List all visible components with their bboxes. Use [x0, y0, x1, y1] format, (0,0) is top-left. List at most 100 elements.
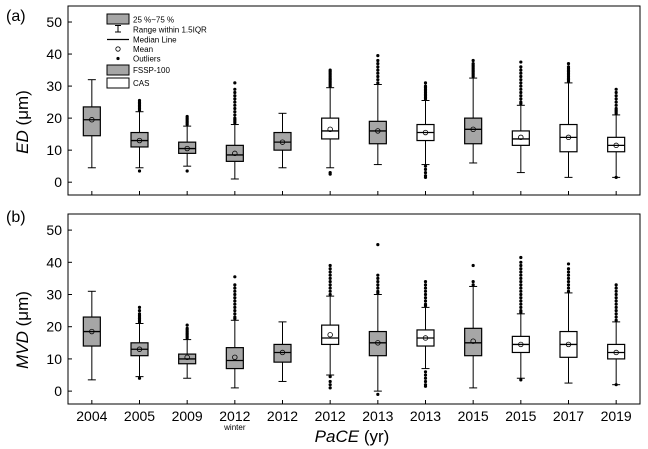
box-12	[608, 283, 625, 386]
outlier-point	[615, 290, 618, 293]
legend-outlier-label: Outliers	[133, 55, 161, 64]
x-category-label: 2015	[458, 408, 489, 424]
legend-item-mean: Mean	[116, 45, 153, 54]
legend-mean-glyph	[116, 47, 120, 51]
outlier-point	[615, 315, 618, 318]
y-tick-label: 0	[54, 174, 62, 190]
panel-b-label: (b)	[6, 209, 26, 226]
legend-fssp-label: FSSP-100	[133, 66, 170, 75]
outlier-point	[519, 78, 522, 81]
outlier-point	[138, 169, 141, 172]
outlier-point	[567, 274, 570, 277]
outlier-point	[424, 370, 427, 373]
legend-item-cas: CAS	[107, 78, 149, 88]
x-category-label: 2017	[553, 408, 584, 424]
outlier-point	[233, 315, 236, 318]
iqr-box	[131, 133, 148, 147]
outlier-point	[519, 94, 522, 97]
panel-a-label: (a)	[6, 8, 26, 25]
box-4	[226, 81, 243, 179]
panel-b-x-ticks	[92, 400, 616, 404]
outlier-point	[424, 377, 427, 380]
iqr-box	[608, 137, 625, 151]
outlier-point	[329, 283, 332, 286]
outlier-point	[519, 296, 522, 299]
outlier-point	[615, 306, 618, 309]
outlier-point	[615, 293, 618, 296]
outlier-point	[376, 81, 379, 84]
outlier-point	[233, 107, 236, 110]
x-axis-title: PaCE (yr)	[315, 427, 390, 446]
y-tick-label: 30	[46, 78, 62, 94]
outlier-point	[615, 296, 618, 299]
box-7	[369, 243, 386, 396]
outlier-point	[567, 277, 570, 280]
box-11	[560, 262, 577, 383]
outlier-point	[329, 274, 332, 277]
box-9	[465, 59, 482, 163]
iqr-box	[608, 344, 625, 358]
x-category-label: 2013	[362, 408, 393, 424]
box-5	[274, 113, 291, 167]
outlier-point	[233, 306, 236, 309]
iqr-box	[465, 328, 482, 355]
outlier-point	[519, 256, 522, 259]
outlier-point	[376, 75, 379, 78]
outlier-point	[567, 262, 570, 265]
x-category-label: 2012	[315, 408, 346, 424]
panel-b-ylabel-var: MVD	[13, 331, 32, 369]
outlier-point	[615, 319, 618, 322]
outlier-point	[424, 385, 427, 388]
outlier-point	[472, 62, 475, 65]
x-axis-sublabel: winter	[223, 423, 246, 432]
outlier-point	[138, 309, 141, 312]
outlier-point	[138, 377, 141, 380]
outlier-point	[519, 299, 522, 302]
outlier-point	[615, 104, 618, 107]
outlier-point	[424, 373, 427, 376]
panel-b-frame	[68, 214, 640, 404]
outlier-point	[424, 290, 427, 293]
x-category-label: 2012	[219, 408, 250, 424]
box-5	[274, 322, 291, 382]
x-category-label: 2015	[505, 408, 536, 424]
outlier-point	[376, 393, 379, 396]
outlier-point	[615, 309, 618, 312]
outlier-point	[376, 283, 379, 286]
outlier-point	[233, 283, 236, 286]
outlier-point	[186, 169, 189, 172]
panel-a: (a) ED (μm) 0 10 20 30 40 50	[6, 6, 640, 195]
outlier-point	[329, 293, 332, 296]
panel-a-ylabel-var: ED	[13, 130, 32, 154]
outlier-point	[567, 267, 570, 270]
outlier-point	[519, 306, 522, 309]
outlier-point	[424, 176, 427, 179]
outlier-point	[186, 327, 189, 330]
outlier-point	[615, 286, 618, 289]
outlier-point	[233, 94, 236, 97]
outlier-point	[329, 270, 332, 273]
outlier-point	[567, 290, 570, 293]
legend-mean-label: Mean	[133, 45, 153, 54]
x-category-label: 2012	[267, 408, 298, 424]
outlier-point	[376, 280, 379, 283]
outlier-point	[424, 283, 427, 286]
legend-median-label: Median Line	[133, 36, 177, 45]
outlier-point	[329, 386, 332, 389]
outlier-point	[615, 312, 618, 315]
outlier-point	[376, 274, 379, 277]
box-1	[83, 291, 100, 380]
box-11	[560, 62, 577, 177]
iqr-box	[322, 325, 339, 344]
outlier-point	[233, 117, 236, 120]
outlier-point	[233, 303, 236, 306]
box-6	[322, 264, 339, 390]
outlier-point	[376, 277, 379, 280]
outlier-point	[376, 65, 379, 68]
outlier-point	[138, 306, 141, 309]
x-category-label: 2013	[410, 408, 441, 424]
outlier-point	[567, 280, 570, 283]
outlier-point	[519, 65, 522, 68]
outlier-point	[519, 283, 522, 286]
iqr-box	[322, 118, 339, 139]
